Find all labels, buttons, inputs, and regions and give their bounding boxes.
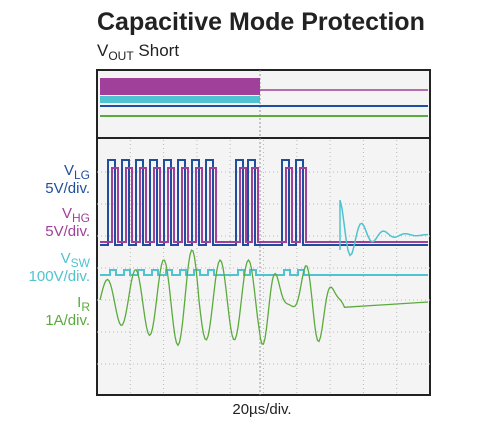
overview-hg (100, 78, 260, 95)
trace-name-sub: LG (74, 168, 90, 182)
title: Capacitive Mode Protection (97, 8, 425, 36)
overview-sw (100, 96, 260, 103)
trace-name: IR (77, 294, 90, 314)
trace-name: VLG (64, 162, 90, 182)
trace-name-sub: HG (72, 211, 90, 225)
subtitle-rest: Short (134, 41, 180, 60)
trace-scale: 5V/div. (45, 180, 90, 197)
sw-trace (100, 269, 428, 276)
trace-name: VSW (61, 250, 91, 270)
trace-scale: 1A/div. (45, 312, 90, 329)
trace-name-main: V (62, 205, 72, 222)
trace-scale: 5V/div. (45, 223, 90, 240)
trace-labels: VLG5V/div.VHG5V/div.VSW100V/div.IR1A/div… (29, 162, 91, 329)
grid (97, 70, 430, 395)
trace-name-main: V (64, 162, 74, 179)
trace-scale: 100V/div. (29, 268, 90, 285)
lg-trace (100, 159, 428, 246)
sw-ringing (339, 199, 429, 257)
trace-name: VHG (62, 205, 90, 225)
trace-name-main: V (61, 250, 71, 267)
waveforms (99, 78, 429, 347)
timebase: 20µs/div. (232, 401, 291, 418)
trace-name-main: I (77, 294, 81, 311)
trace-name-sub: SW (71, 256, 91, 270)
subtitle-sub: OUT (108, 49, 134, 63)
trace-name-sub: R (81, 300, 90, 314)
subtitle: VOUT Short (97, 41, 179, 63)
hg-trace (100, 167, 428, 243)
ir-trace (99, 249, 429, 347)
subtitle-main: V (97, 41, 109, 60)
